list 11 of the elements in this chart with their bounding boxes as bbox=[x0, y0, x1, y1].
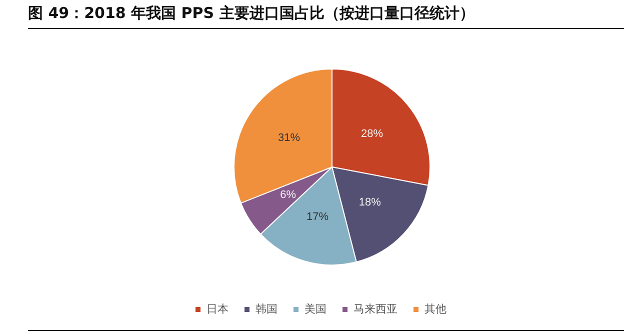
data-label: 28% bbox=[361, 128, 384, 140]
legend-label: 其他 bbox=[424, 302, 446, 316]
data-label: 18% bbox=[358, 196, 382, 209]
data-label: 17% bbox=[306, 210, 329, 223]
data-label: 6% bbox=[280, 188, 296, 201]
data-label: 31% bbox=[278, 132, 300, 144]
legend-label: 韩国 bbox=[256, 302, 278, 316]
legend-label: 美国 bbox=[304, 302, 326, 316]
legend-label: 日本 bbox=[206, 302, 228, 316]
legend-label: 马来西亚 bbox=[354, 302, 398, 316]
chart-title: 图 49：2018 年我国 PPS 主要进口国占比（按进口量口径统计） bbox=[28, 4, 474, 23]
